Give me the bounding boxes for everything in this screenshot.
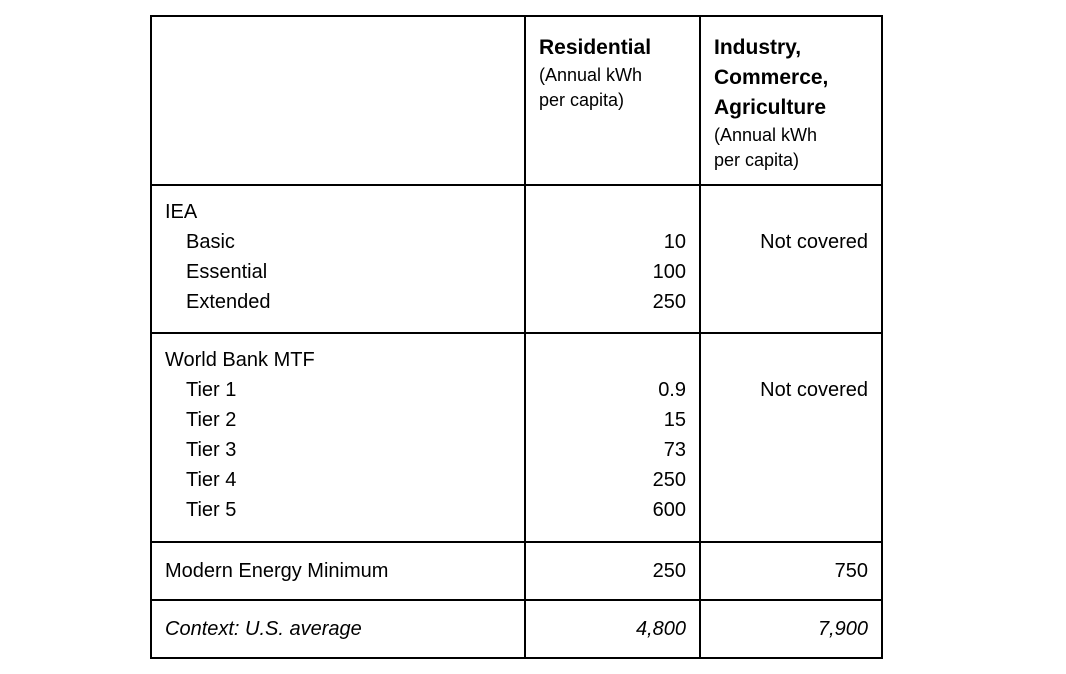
wb-industry-not-covered: Not covered (760, 379, 868, 401)
iea-extended-value: 250 (652, 291, 686, 313)
wb-tier-5-value: 600 (652, 499, 686, 521)
iea-basic-value: 10 (663, 231, 686, 253)
mem-residential-value: 250 (524, 541, 701, 601)
iea-item-essential: Essential (186, 261, 268, 283)
industry-header-title-line-1: Industry, (714, 36, 802, 59)
wb-label-cell: World Bank MTF Tier 1 Tier 2 Tier 3 Tier… (150, 332, 526, 543)
industry-header-subtitle-line-1: (Annual kWh (714, 125, 818, 145)
header-empty-cell (150, 15, 526, 186)
industry-header-title-line-2: Commerce, (714, 66, 829, 89)
residential-header-title: Residential (539, 36, 652, 59)
iea-item-extended: Extended (186, 291, 271, 313)
spacer-line (714, 197, 868, 227)
header-industry-cell: Industry, Commerce, Agriculture (Annual … (699, 15, 883, 186)
iea-group-name: IEA (165, 201, 198, 223)
modern-energy-minimum-row: Modern Energy Minimum 250 750 (150, 541, 883, 601)
iea-industry-cell: Not covered (699, 184, 883, 334)
spacer-line (714, 345, 868, 375)
industry-header-subtitle-line-2: per capita) (714, 150, 800, 170)
wb-tier-4-value: 250 (652, 469, 686, 491)
spacer-line (539, 197, 686, 227)
context-industry-value: 7,900 (699, 599, 883, 659)
wb-item-tier-4: Tier 4 (186, 469, 237, 491)
wb-residential-values-cell: 0.9 15 73 250 600 (524, 332, 701, 543)
wb-tier-3-value: 73 (663, 439, 686, 461)
residential-header-subtitle-line-1: (Annual kWh (539, 65, 643, 85)
wb-item-tier-1: Tier 1 (186, 379, 237, 401)
world-bank-mtf-row: World Bank MTF Tier 1 Tier 2 Tier 3 Tier… (150, 332, 883, 543)
spacer-line (539, 345, 686, 375)
wb-item-tier-2: Tier 2 (186, 409, 237, 431)
header-residential-cell: Residential (Annual kWh per capita) (524, 15, 701, 186)
wb-item-tier-3: Tier 3 (186, 439, 237, 461)
mem-label-cell: Modern Energy Minimum (150, 541, 526, 601)
residential-header-subtitle-line-2: per capita) (539, 90, 625, 110)
iea-item-basic: Basic (186, 231, 235, 253)
context-label-cell: Context: U.S. average (150, 599, 526, 659)
wb-group-name: World Bank MTF (165, 349, 315, 371)
us-average-context-row: Context: U.S. average 4,800 7,900 (150, 599, 883, 659)
wb-item-tier-5: Tier 5 (186, 499, 237, 521)
wb-industry-cell: Not covered (699, 332, 883, 543)
industry-header-title-line-3: Agriculture (714, 96, 827, 119)
header-row: Residential (Annual kWh per capita) Indu… (150, 15, 883, 186)
iea-residential-values-cell: 10 100 250 (524, 184, 701, 334)
context-residential-value: 4,800 (524, 599, 701, 659)
wb-tier-2-value: 15 (663, 409, 686, 431)
iea-essential-value: 100 (652, 261, 686, 283)
wb-tier-1-value: 0.9 (658, 379, 686, 401)
iea-industry-not-covered: Not covered (760, 231, 868, 253)
iea-row: IEA Basic Essential Extended 10 100 250 … (150, 184, 883, 334)
energy-access-thresholds-table: Residential (Annual kWh per capita) Indu… (150, 15, 883, 659)
mem-industry-value: 750 (699, 541, 883, 601)
iea-label-cell: IEA Basic Essential Extended (150, 184, 526, 334)
